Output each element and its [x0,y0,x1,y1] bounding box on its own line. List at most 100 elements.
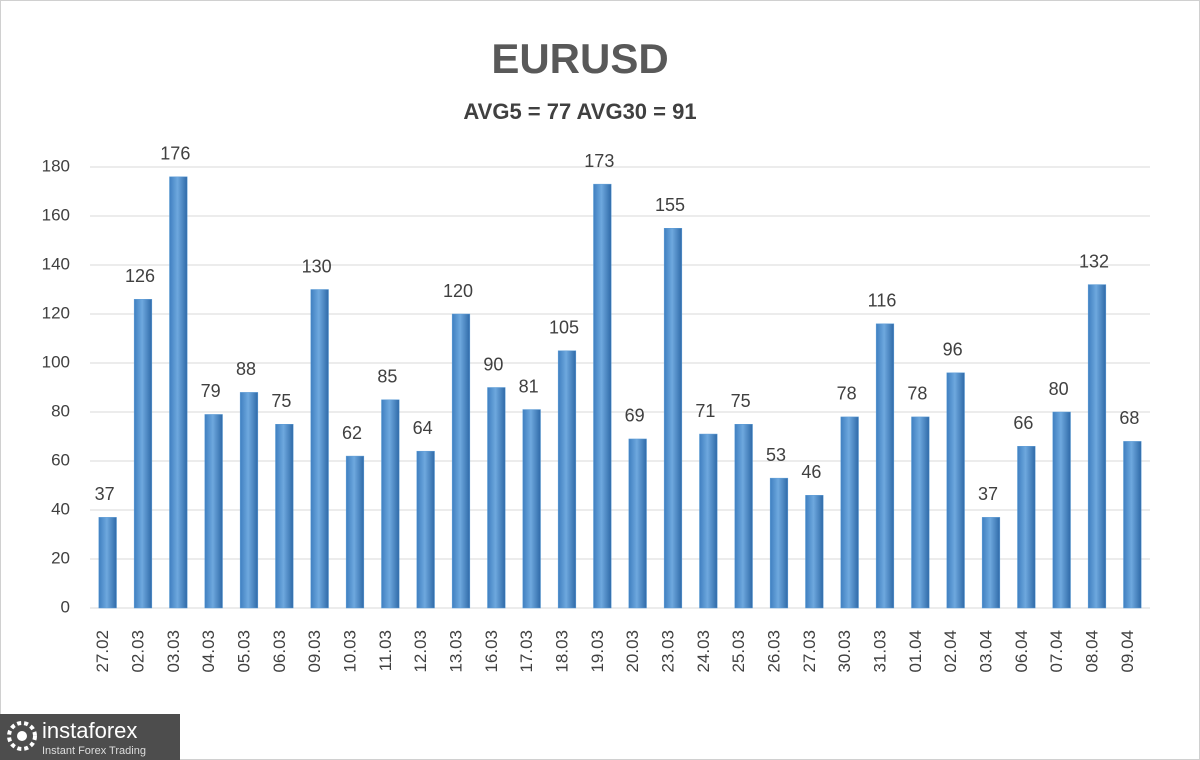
bar [204,414,223,609]
bar [381,399,400,609]
x-tick-label: 07.04 [1047,630,1066,673]
x-tick-label: 20.03 [623,630,642,673]
chart-subtitle: AVG5 = 77 AVG30 = 91 [463,99,696,124]
y-tick-label: 20 [51,548,70,567]
bar [275,424,294,609]
bar [1017,446,1036,609]
x-tick-label: 16.03 [482,630,501,673]
data-label: 85 [377,367,397,387]
bar [487,387,506,609]
x-tick-label: 02.03 [128,630,147,673]
data-label: 120 [443,281,473,301]
data-label: 81 [519,376,539,396]
bar [875,323,895,609]
bar [169,176,188,609]
x-tick-label: 23.03 [658,630,677,673]
bar [1123,441,1142,609]
data-label: 64 [413,418,433,438]
bar [310,289,329,609]
bar [946,372,965,609]
bar [451,313,471,609]
bar [805,495,824,609]
x-tick-label: 17.03 [517,630,536,673]
bar [557,350,577,609]
data-label: 69 [625,406,645,426]
x-tick-label: 09.03 [305,630,324,673]
data-label: 105 [549,318,579,338]
logo-tagline: Instant Forex Trading [42,745,146,757]
data-label: 96 [943,340,963,360]
y-tick-label: 180 [42,156,70,175]
data-label: 66 [1013,413,1033,433]
logo-icon-center [17,731,27,741]
data-label: 37 [978,484,998,504]
data-label: 79 [201,381,221,401]
bar [840,416,859,609]
bar [628,438,647,609]
bar [239,392,259,609]
x-tick-label: 05.03 [234,630,253,673]
data-label: 130 [302,256,332,276]
bar [769,477,789,609]
bar [1087,284,1107,609]
x-tick-label: 26.03 [764,630,783,673]
data-label: 62 [342,423,362,443]
x-tick-label: 30.03 [835,630,854,673]
x-tick-label: 18.03 [552,630,571,673]
x-tick-label: 19.03 [588,630,607,673]
x-tick-label: 04.03 [199,630,218,673]
bar [416,450,435,609]
bar [345,455,365,609]
bar [522,409,541,609]
data-label: 78 [837,384,857,404]
data-label: 68 [1119,408,1139,428]
logo-icon [7,721,37,751]
data-label: 116 [868,291,897,311]
bar [1052,411,1071,609]
x-tick-label: 03.03 [164,630,183,673]
x-tick-label: 12.03 [411,630,430,673]
y-tick-label: 120 [42,303,70,322]
data-label: 90 [483,354,503,374]
data-label: 46 [801,462,821,482]
x-tick-label: 13.03 [446,630,465,673]
logo-box [0,714,180,760]
y-tick-label: 100 [42,352,70,371]
bar [734,424,753,609]
data-label: 126 [125,266,155,286]
x-tick-label: 06.04 [1012,630,1031,673]
y-tick-label: 80 [51,401,70,420]
logo-name: instaforex [42,718,137,743]
bar [981,517,1001,609]
data-label: 71 [695,401,715,421]
logo: instaforex Instant Forex Trading [0,714,180,760]
bar [663,228,683,609]
y-tick-label: 60 [51,450,70,469]
x-tick-label: 06.03 [270,630,289,673]
data-label: 78 [907,384,927,404]
x-tick-label: 09.04 [1118,630,1137,673]
bar [133,299,153,609]
x-tick-label: 27.02 [93,630,112,673]
bar [98,517,117,609]
chart-title: EURUSD [491,35,668,82]
data-label: 176 [160,144,190,164]
data-label: 88 [236,359,256,379]
data-label: 132 [1079,251,1109,271]
data-label: 75 [731,391,751,411]
x-tick-label: 24.03 [694,630,713,673]
y-tick-label: 40 [51,499,70,518]
x-tick-label: 31.03 [870,630,889,673]
data-label: 155 [655,195,685,215]
y-tick-label: 0 [61,597,70,616]
data-label: 75 [271,391,291,411]
x-tick-label: 01.04 [906,630,925,673]
y-tick-label: 160 [42,205,70,224]
x-tick-label: 02.04 [941,630,960,673]
data-label: 37 [95,484,115,504]
bar [699,433,718,609]
bar [593,183,612,609]
x-tick-label: 08.04 [1082,630,1101,673]
x-tick-label: 25.03 [729,630,748,673]
